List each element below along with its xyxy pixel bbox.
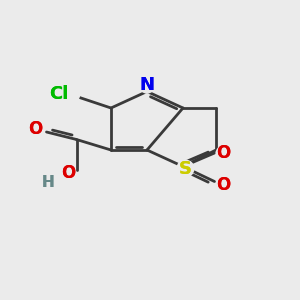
Text: O: O	[216, 176, 230, 194]
Circle shape	[61, 85, 80, 103]
Circle shape	[140, 78, 154, 93]
Text: H: H	[42, 175, 54, 190]
Text: O: O	[61, 164, 76, 182]
Text: Cl: Cl	[49, 85, 68, 103]
Text: O: O	[61, 164, 76, 182]
Circle shape	[62, 167, 75, 180]
Text: N: N	[140, 76, 154, 94]
Text: Cl: Cl	[49, 85, 68, 103]
Text: O: O	[216, 144, 230, 162]
Text: O: O	[28, 120, 43, 138]
Text: O: O	[28, 120, 43, 138]
Text: O: O	[216, 144, 230, 162]
Text: H: H	[42, 175, 54, 190]
Circle shape	[216, 146, 230, 160]
Circle shape	[177, 160, 194, 177]
Text: S: S	[179, 160, 192, 178]
Text: S: S	[179, 160, 192, 178]
Circle shape	[29, 122, 42, 136]
Circle shape	[216, 179, 230, 192]
Text: N: N	[140, 76, 154, 94]
Text: O: O	[216, 176, 230, 194]
